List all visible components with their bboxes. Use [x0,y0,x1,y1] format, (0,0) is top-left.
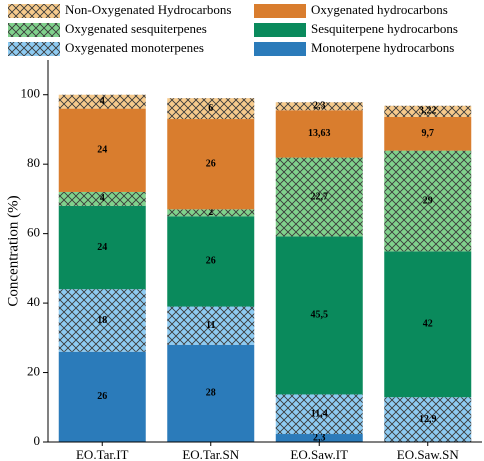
bar-segment [384,105,472,117]
bar-segment [275,434,363,442]
value-label: 2,3 [313,432,326,443]
value-label: 24 [97,242,107,253]
value-label: 26 [206,256,216,267]
value-label: 4 [100,96,105,107]
bar-segment [58,351,146,442]
value-label: 3,22 [419,106,437,117]
x-tick-label: EO.Saw.IT [290,447,348,461]
bar-segment [58,205,146,290]
y-tick-label: 40 [27,294,40,309]
bar-segment [167,209,255,217]
bar-segment [167,306,255,345]
value-label: 29 [423,195,433,206]
bar-segment [275,102,363,111]
value-label: 28 [206,388,216,399]
bar-segment [58,108,146,192]
value-label: 9,7 [422,128,435,139]
bar-segment [167,119,255,210]
legend-swatch [8,42,60,56]
legend-label: Oxygenated hydrocarbons [311,2,448,17]
legend-label: Oxygenated sesquiterpenes [65,21,207,36]
y-tick-label: 0 [34,433,41,448]
y-tick-label: 80 [27,155,40,170]
value-label: 4 [100,193,105,204]
legend-swatch [254,42,306,56]
legend-label: Non-Oxygenated Hydrocarbons [65,2,231,17]
bar-segment [275,236,363,395]
value-label: 2 [208,207,213,218]
legend-label: Oxygenated monoterpenes [65,40,204,55]
legend-label: Monoterpene hydrocarbons [311,40,454,55]
x-tick-label: EO.Saw.SN [397,447,460,461]
legend-swatch [254,4,306,18]
value-label: 42 [423,319,433,330]
bar-segment [384,397,472,442]
bar-segment [384,116,472,151]
bar-segment [384,150,472,252]
x-tick-label: EO.Tar.IT [76,447,129,461]
bar-segment [167,98,255,120]
y-tick-label: 100 [21,86,41,101]
value-label: 18 [97,315,107,326]
y-axis-label: Concentration (%) [5,195,21,306]
value-label: 12,9 [419,414,437,425]
value-label: 11,4 [311,409,328,420]
bar-segment [384,251,472,398]
value-label: 24 [97,145,107,156]
bar-segment [167,344,255,442]
bar-segment [167,216,255,307]
bar-segment [58,94,146,109]
bar-segment [58,191,146,206]
y-tick-label: 60 [27,225,40,240]
bar-segment [58,289,146,352]
value-label: 6 [208,103,213,114]
x-tick-label: EO.Tar.SN [182,447,239,461]
value-label: 26 [206,158,216,169]
legend-swatch [8,23,60,37]
value-label: 13,63 [308,128,331,139]
legend-label: Sesquiterpene hydrocarbons [311,21,458,36]
legend-swatch [8,4,60,18]
value-label: 22,7 [311,191,329,202]
value-label: 2,3 [313,101,326,112]
y-tick-label: 20 [27,364,40,379]
value-label: 26 [97,391,107,402]
legend-swatch [254,23,306,37]
bar-segment [275,157,363,237]
bar-segment [275,394,363,435]
value-label: 11 [206,320,215,331]
bar-segment [275,110,363,158]
value-label: 45,5 [311,310,329,321]
